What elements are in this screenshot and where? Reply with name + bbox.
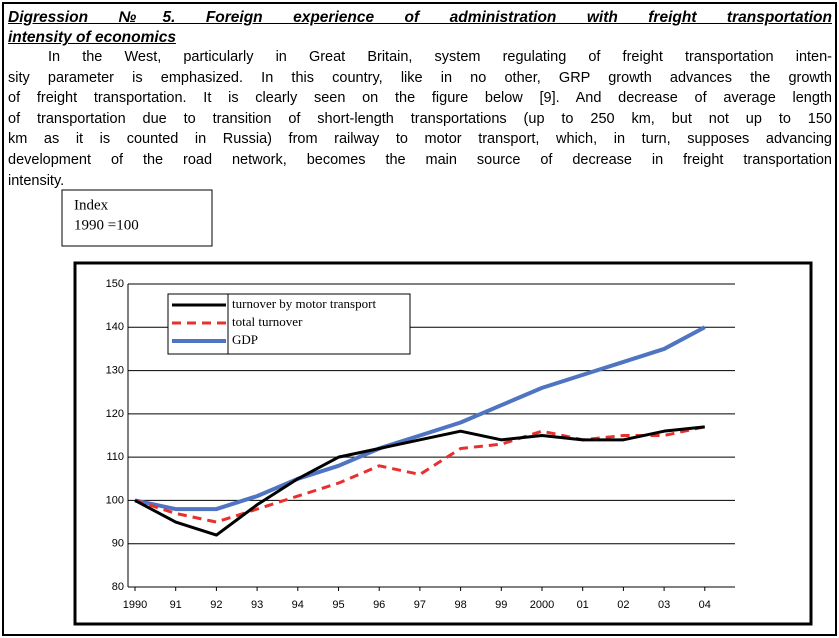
y-tick-label: 110 xyxy=(106,451,124,463)
y-label-box xyxy=(61,189,213,247)
paragraph-line: intensity. xyxy=(8,172,65,189)
legend-label: total turnover xyxy=(232,314,303,329)
x-tick-label: 03 xyxy=(658,599,670,611)
paragraph-line: km as it is counted in Russia) from rail… xyxy=(8,131,832,148)
legend-label: turnover by motor transport xyxy=(232,296,376,311)
x-tick-label: 2000 xyxy=(530,599,554,611)
x-tick-label: 1990 xyxy=(123,599,147,611)
y-label: 1990 =100 xyxy=(74,217,139,233)
x-tick-label: 01 xyxy=(577,599,589,611)
y-tick-label: 100 xyxy=(106,494,124,506)
paragraph-line: of freight transportation. It is clearly… xyxy=(8,90,832,107)
paragraph-line: development of the road network, becomes… xyxy=(8,152,832,168)
y-tick-label: 140 xyxy=(106,321,124,333)
x-tick-label: 97 xyxy=(414,599,426,611)
x-tick-label: 02 xyxy=(617,599,629,611)
y-label: Index xyxy=(74,197,109,213)
y-tick-label: 150 xyxy=(106,278,124,290)
x-tick-label: 98 xyxy=(454,599,466,611)
title-line: Digression №5. Foreign experience of adm… xyxy=(8,9,832,26)
y-tick-label: 120 xyxy=(106,408,124,420)
chart-frame xyxy=(73,261,813,626)
paragraph-line: sity parameter is emphasized. In this co… xyxy=(8,69,832,86)
x-tick-label: 99 xyxy=(495,599,507,611)
series-line xyxy=(134,425,706,524)
x-tick-label: 92 xyxy=(210,599,222,611)
title-line: intensity of economics xyxy=(8,29,176,46)
y-tick-label: 80 xyxy=(112,581,124,593)
x-tick-label: 95 xyxy=(332,599,344,611)
x-tick-label: 04 xyxy=(699,599,711,611)
y-tick-label: 130 xyxy=(106,364,124,376)
paragraph-line: In the West, particularly in Great Brita… xyxy=(48,49,832,65)
paragraph-line: of transportation due to transition of s… xyxy=(8,110,832,127)
series-line xyxy=(134,325,706,512)
legend-label: GDP xyxy=(232,332,258,347)
x-tick-label: 93 xyxy=(251,599,263,611)
x-tick-label: 91 xyxy=(170,599,182,611)
x-tick-label: 96 xyxy=(373,599,385,611)
y-tick-label: 90 xyxy=(112,538,124,550)
x-tick-label: 94 xyxy=(292,599,304,611)
series-line xyxy=(134,425,705,537)
legend-text-box xyxy=(227,293,411,355)
